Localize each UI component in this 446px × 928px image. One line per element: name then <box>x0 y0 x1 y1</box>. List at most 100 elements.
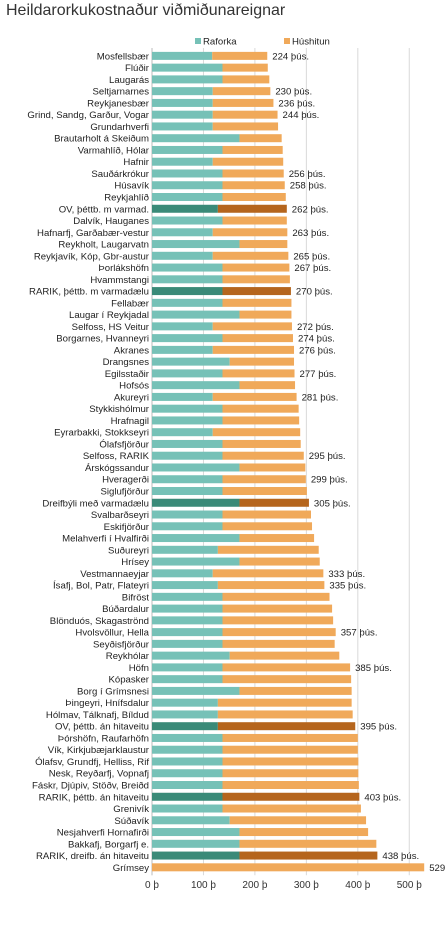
bar-raforka <box>152 699 218 707</box>
bar-raforka <box>152 428 213 436</box>
total-label: 333 þús. <box>328 569 365 580</box>
bar-raforka <box>152 299 222 307</box>
bar-husshitun <box>222 146 282 154</box>
bar-husshitun <box>239 687 351 695</box>
bar-husshitun <box>152 863 424 871</box>
bar-raforka <box>152 122 213 130</box>
category-label: Varmahlíð, Hólar <box>78 145 150 156</box>
bar-husshitun <box>222 616 333 624</box>
bar-husshitun <box>222 75 269 83</box>
total-label: 270 þús. <box>296 287 333 298</box>
category-label: Vík, Kirkjubæjarklaustur <box>48 745 150 756</box>
total-label: 299 þús. <box>311 475 348 486</box>
bar-raforka <box>152 687 239 695</box>
bar-husshitun <box>239 381 295 389</box>
total-label: 305 þús. <box>314 498 351 509</box>
category-label: Blönduós, Skagaströnd <box>50 616 149 627</box>
category-label: Bifröst <box>122 592 150 603</box>
category-label: Hólmav, Tálknafj, Bíldud <box>46 710 149 721</box>
x-tick-label: 500 þ <box>397 880 422 891</box>
bar-husshitun <box>212 52 267 60</box>
bar-husshitun <box>218 205 287 213</box>
category-label: Brautarholt á Skeiðum <box>54 134 149 145</box>
category-label: Hveragerði <box>102 475 149 486</box>
category-label: Siglufjörður <box>100 487 149 498</box>
bar-raforka <box>152 134 239 142</box>
bar-husshitun <box>239 852 377 860</box>
bar-raforka <box>152 52 212 60</box>
bar-raforka <box>152 675 222 683</box>
bar-raforka <box>152 593 222 601</box>
bar-raforka <box>152 475 222 483</box>
bar-raforka <box>152 652 230 660</box>
bar-husshitun <box>222 593 329 601</box>
total-label: 277 þús. <box>300 369 337 380</box>
bar-husshitun <box>222 522 312 530</box>
bar-husshitun <box>239 499 308 507</box>
bar-husshitun <box>213 322 292 330</box>
category-label: Þórshöfn, Raufarhöfn <box>58 733 149 744</box>
bar-raforka <box>152 381 239 389</box>
bar-raforka <box>152 228 213 236</box>
category-label: Akranes <box>114 345 149 356</box>
category-label: Laugarás <box>109 75 149 86</box>
bar-husshitun <box>213 428 300 436</box>
category-label: RARIK, þéttb. án hitaveitu <box>39 792 149 803</box>
total-label: 224 þús. <box>272 51 309 62</box>
bar-husshitun <box>222 64 267 72</box>
category-label: Mosfellsbær <box>97 51 150 62</box>
total-label: 258 þús. <box>290 181 327 192</box>
bar-raforka <box>152 781 222 789</box>
bar-husshitun <box>222 275 289 283</box>
category-label: Búðardalur <box>102 604 150 615</box>
bar-husshitun <box>239 134 281 142</box>
bar-husshitun <box>213 122 278 130</box>
bar-raforka <box>152 463 239 471</box>
legend-swatch <box>284 38 290 44</box>
category-label: Þingeyri, Hnífsdalur <box>65 698 150 709</box>
bar-husshitun <box>239 558 319 566</box>
bar-husshitun <box>222 452 303 460</box>
bar-husshitun <box>213 87 271 95</box>
total-label: 438 þús. <box>382 851 419 862</box>
legend-label: Raforka <box>203 37 237 48</box>
bar-raforka <box>152 252 213 260</box>
total-label: 403 þús. <box>364 792 401 803</box>
bar-raforka <box>152 793 222 801</box>
category-label: Hrísey <box>121 557 149 568</box>
category-label: Selfoss, RARIK <box>83 451 150 462</box>
bar-husshitun <box>222 369 294 377</box>
bar-husshitun <box>222 181 284 189</box>
bar-raforka <box>152 405 222 413</box>
bar-husshitun <box>222 169 283 177</box>
bar-husshitun <box>222 734 357 742</box>
category-label: Reykholt, Laugarvatn <box>58 240 149 251</box>
bar-husshitun <box>218 710 353 718</box>
category-label: OV, þéttb. m varmad. <box>59 204 149 215</box>
category-label: Grenivík <box>113 804 149 815</box>
category-label: Ísafj, Bol, Patr, Flateyri <box>53 581 149 592</box>
bar-husshitun <box>222 405 298 413</box>
bar-raforka <box>152 852 239 860</box>
category-label: Grundarhverfi <box>90 122 149 133</box>
bar-husshitun <box>222 757 358 765</box>
total-label: 230 þús. <box>275 87 312 98</box>
bar-raforka <box>152 205 218 213</box>
legend: Raforka Húshitun <box>195 37 330 48</box>
bar-husshitun <box>213 158 283 166</box>
bar-raforka <box>152 605 222 613</box>
category-label: Nesjahverfi Hornafirði <box>57 828 149 839</box>
category-label: Suðureyri <box>108 545 149 556</box>
bar-raforka <box>152 369 222 377</box>
category-label: Fellabær <box>111 298 150 309</box>
category-label: Hvolsvöllur, Hella <box>75 628 149 639</box>
bar-raforka <box>152 710 218 718</box>
bar-husshitun <box>213 346 294 354</box>
bar-husshitun <box>239 463 305 471</box>
bar-husshitun <box>222 217 286 225</box>
category-label: Eskifjörður <box>104 522 150 533</box>
bar-raforka <box>152 616 222 624</box>
bar-husshitun <box>222 511 311 519</box>
bar-husshitun <box>222 793 359 801</box>
bar-raforka <box>152 746 222 754</box>
